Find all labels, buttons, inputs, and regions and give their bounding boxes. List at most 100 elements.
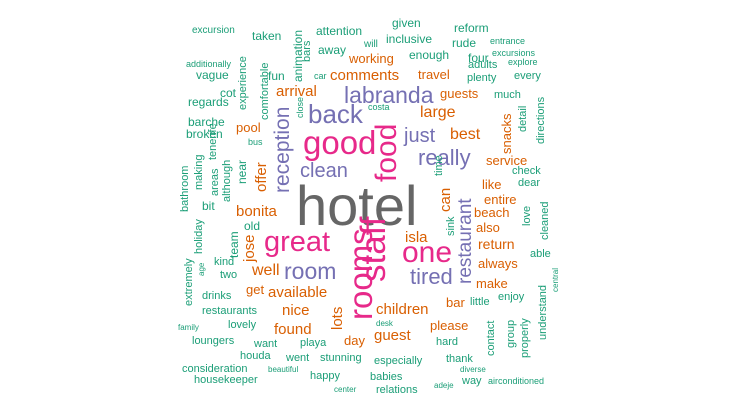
word-also: also [476, 220, 500, 235]
word-hotel: hotel [296, 174, 418, 237]
word-tenerife: tenerife [207, 123, 219, 160]
word-rude: rude [452, 36, 477, 50]
word-taken: taken [252, 29, 282, 43]
word-lots: lots [329, 306, 346, 330]
word-comfortable: comfortable [259, 62, 271, 120]
word-bar: bar [446, 295, 465, 310]
word-every: every [514, 70, 541, 82]
word-close: close [295, 96, 305, 118]
word-two: two [220, 269, 238, 281]
word-inclusive: inclusive [386, 32, 433, 46]
word-hard: hard [436, 336, 459, 348]
word-want: want [254, 338, 278, 350]
word-desk: desk [376, 319, 393, 328]
word-able: able [530, 248, 551, 260]
word-tired: tired [410, 264, 453, 289]
word-large: large [420, 104, 456, 121]
word-four: four [468, 51, 489, 65]
word-comments: comments [330, 67, 400, 84]
word-went: went [286, 352, 310, 364]
word-babies: babies [370, 371, 403, 383]
word-excursions: excursions [492, 48, 536, 58]
word-explore: explore [508, 57, 538, 67]
word-guest: guest [374, 327, 411, 344]
word-nice: nice [282, 302, 310, 319]
word-entrance: entrance [490, 36, 526, 46]
word-children: children [376, 301, 429, 318]
word-back: back [308, 99, 363, 129]
word-attention: attention [316, 24, 363, 38]
word-great: great [264, 226, 331, 258]
word-additionally: additionally [186, 59, 232, 69]
word-best: best [450, 126, 481, 143]
word-loungers: loungers [192, 335, 235, 347]
word-bus: bus [248, 137, 263, 147]
word-properly: properly [519, 318, 531, 358]
word-entire: entire [484, 192, 517, 207]
word-enough: enough [409, 48, 450, 62]
word-given: given [392, 16, 421, 30]
word-understand: understand [537, 284, 549, 340]
word-well: well [252, 262, 280, 279]
word-directions: directions [535, 96, 547, 144]
word-playa: playa [300, 337, 327, 349]
word-housekeeper: housekeeper [194, 374, 258, 386]
word-holiday: holiday [193, 219, 205, 254]
word-love: love [521, 205, 533, 226]
word-always: always [478, 256, 518, 271]
word-consideration: consideration [182, 363, 248, 375]
word-plenty: plenty [467, 72, 497, 84]
word-dear: dear [518, 177, 541, 189]
word-beautiful: beautiful [268, 365, 299, 374]
word-get: get [246, 282, 265, 297]
word-room: room [284, 258, 337, 284]
word-beach: beach [474, 205, 510, 220]
word-time: time [433, 155, 445, 176]
word-cleaned: cleaned [539, 201, 551, 240]
word-costa: costa [368, 102, 390, 112]
word-reform: reform [454, 21, 489, 35]
word-making: making [193, 154, 205, 190]
word-fun: fun [268, 69, 285, 83]
word-way: way [462, 375, 482, 387]
word-contact: contact [485, 320, 497, 356]
word-happy: happy [310, 370, 340, 382]
word-bonita: bonita [236, 203, 277, 220]
word-center: center [334, 385, 357, 394]
word-kind: kind [214, 256, 235, 268]
word-lovely: lovely [228, 319, 257, 331]
word-age: age [197, 262, 206, 276]
word-found: found [274, 321, 312, 338]
word-excursion: excursion [192, 25, 235, 36]
word-bathroom: bathroom [179, 165, 191, 212]
word-group: group [505, 319, 517, 348]
word-adeje: adeje [434, 381, 454, 390]
word-one: one [402, 236, 453, 269]
word-arrival: arrival [276, 83, 317, 100]
word-relations: relations [376, 384, 418, 396]
word-check: check [512, 165, 541, 177]
word-old: old [244, 219, 261, 233]
word-stunning: stunning [320, 352, 362, 364]
word-enjoy: enjoy [498, 291, 525, 303]
word-barche: barche [188, 115, 225, 129]
word-away: away [318, 43, 347, 57]
word-return: return [478, 236, 515, 252]
word-drinks: drinks [202, 290, 232, 302]
word-vague: vague [196, 68, 229, 82]
word-thank: thank [446, 353, 473, 365]
word-restaurants: restaurants [202, 305, 258, 317]
word-labranda: labranda [344, 82, 434, 108]
word-broken: broken [186, 127, 223, 141]
word-airconditioned: airconditioned [488, 376, 545, 386]
word-guests: guests [440, 86, 479, 101]
word-pool: pool [236, 120, 261, 135]
word-service: service [486, 153, 528, 168]
word-team: team [227, 231, 241, 258]
word-rooms: rooms [342, 228, 379, 320]
word-cot: cot [220, 86, 237, 100]
word-near: near [235, 159, 249, 184]
word-please: please [430, 318, 469, 333]
word-isla: isla [405, 229, 428, 246]
word-car: car [314, 71, 327, 81]
